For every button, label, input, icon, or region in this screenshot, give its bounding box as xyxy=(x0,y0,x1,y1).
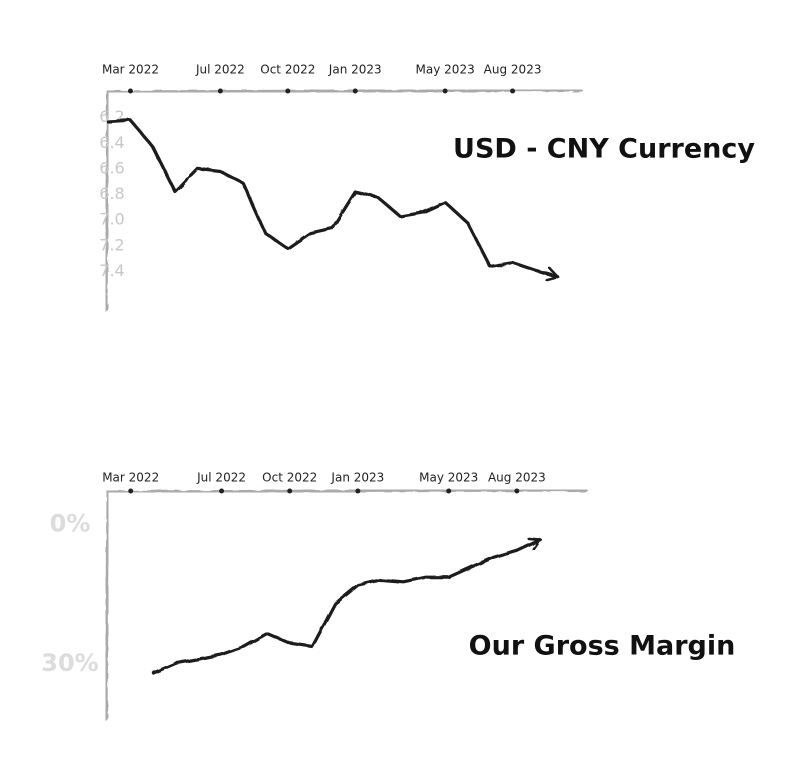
x-tick-label: May 2023 xyxy=(419,471,478,485)
y-axis xyxy=(106,490,108,720)
y-tick-label: 7.0 xyxy=(99,210,124,229)
y-tick-label: 7.2 xyxy=(99,235,124,254)
y-tick-label: 6.2 xyxy=(99,107,124,126)
x-tick-mark xyxy=(127,88,133,94)
y-tick-label: 30% xyxy=(41,649,98,677)
x-tick-label: Oct 2022 xyxy=(260,63,315,77)
y-axis xyxy=(106,90,108,310)
x-tick-mark xyxy=(219,488,225,494)
y-tick-label: 6.8 xyxy=(99,184,124,203)
data-line xyxy=(106,118,558,277)
x-tick-label: Jan 2023 xyxy=(330,471,384,485)
x-axis xyxy=(106,90,580,92)
margin-chart: Mar 2022 Jul 2022 Oct 2022 Jan 2023 May 2023… xyxy=(41,471,735,721)
x-tick-label: Aug 2023 xyxy=(484,63,542,77)
x-tick-mark xyxy=(217,88,223,94)
currency-chart: Mar 2022 Jul 2022 Oct 2022 Jan 2023 May 2023… xyxy=(99,63,755,311)
x-tick-label: Jul 2022 xyxy=(196,471,246,485)
x-tick-mark xyxy=(510,88,516,94)
chart-title: USD - CNY Currency xyxy=(453,134,755,165)
y-tick-label: 0% xyxy=(50,510,91,538)
y-tick-label: 6.6 xyxy=(99,158,124,177)
x-tick-label: Mar 2022 xyxy=(102,471,159,485)
x-tick-label: Oct 2022 xyxy=(262,471,317,485)
data-line xyxy=(151,540,539,675)
x-tick-mark xyxy=(352,88,358,94)
x-tick-label: Aug 2023 xyxy=(488,471,546,485)
x-tick-mark xyxy=(285,88,291,94)
x-tick-mark xyxy=(287,488,293,494)
x-tick-label: May 2023 xyxy=(416,63,475,77)
x-tick-mark xyxy=(128,488,134,494)
x-axis xyxy=(106,490,585,492)
x-tick-label: Mar 2022 xyxy=(102,63,159,77)
y-tick-label: 7.4 xyxy=(99,261,124,280)
x-tick-label: Jul 2022 xyxy=(195,63,245,77)
x-tick-mark xyxy=(446,488,452,494)
x-tick-mark xyxy=(514,488,520,494)
x-tick-mark xyxy=(442,88,448,94)
chart-title: Our Gross Margin xyxy=(469,631,736,662)
x-tick-label: Jan 2023 xyxy=(328,63,382,77)
y-tick-label: 6.4 xyxy=(99,133,124,152)
x-tick-mark xyxy=(355,488,361,494)
